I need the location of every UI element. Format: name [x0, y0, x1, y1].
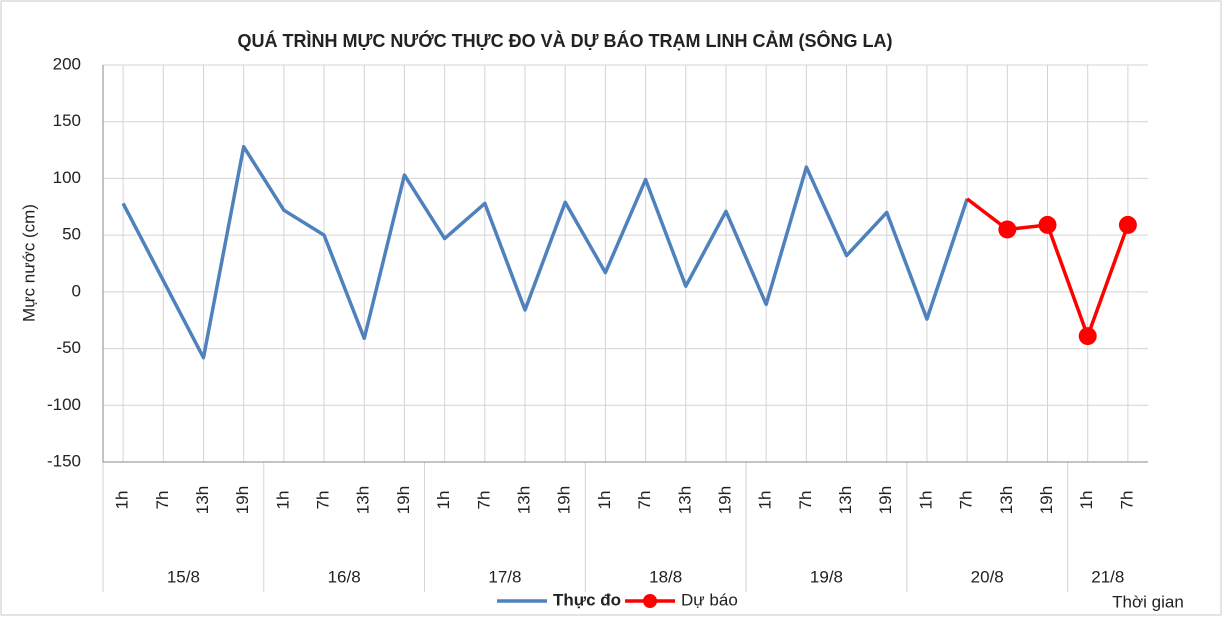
x-axis-label: Thời gian — [1112, 592, 1184, 611]
x-tick-label: 13h — [997, 486, 1016, 514]
x-tick-label: 19h — [876, 486, 895, 514]
legend-label: Dự báo — [681, 590, 738, 609]
y-tick-label: 100 — [53, 168, 81, 187]
x-tick-label: 7h — [957, 491, 976, 510]
x-group-label: 19/8 — [810, 567, 843, 586]
x-tick-label: 19h — [715, 486, 734, 514]
x-tick-label: 1h — [916, 491, 935, 510]
x-tick-label: 13h — [354, 486, 373, 514]
series-line — [121, 144, 969, 360]
x-tick-label: 19h — [394, 486, 413, 514]
y-tick-label: 200 — [53, 54, 81, 73]
x-tick-label: 7h — [153, 491, 172, 510]
x-tick-label: 13h — [193, 486, 212, 514]
x-group-label: 21/8 — [1091, 567, 1124, 586]
x-tick-label: 1h — [1077, 491, 1096, 510]
x-tick-label: 7h — [314, 491, 333, 510]
x-tick-label: 1h — [113, 491, 132, 510]
y-tick-label: -150 — [47, 451, 81, 470]
y-tick-label: 150 — [53, 111, 81, 130]
y-tick-label: -100 — [47, 395, 81, 414]
chart-title: QUÁ TRÌNH MỰC NƯỚC THỰC ĐO VÀ DỰ BÁO TRẠ… — [237, 30, 892, 51]
y-tick-label: 0 — [72, 281, 81, 300]
y-tick-label: -50 — [56, 338, 81, 357]
x-tick-label: 1h — [273, 491, 292, 510]
x-tick-label: 7h — [474, 491, 493, 510]
x-tick-label: 19h — [555, 486, 574, 514]
x-group-label: 16/8 — [328, 567, 361, 586]
x-tick-label: 1h — [756, 491, 775, 510]
x-group-label: 17/8 — [488, 567, 521, 586]
y-axis-label: Mực nước (cm) — [19, 204, 38, 322]
series-marker — [1118, 215, 1137, 234]
x-tick-label: 1h — [595, 491, 614, 510]
legend-label: Thực đo — [553, 590, 621, 609]
x-tick-label: 7h — [635, 491, 654, 510]
legend-marker — [643, 594, 658, 608]
x-tick-label: 1h — [434, 491, 453, 510]
series-marker — [998, 220, 1017, 239]
x-tick-label: 13h — [515, 486, 534, 514]
x-tick-label: 19h — [1037, 486, 1056, 514]
series-marker — [1038, 215, 1057, 234]
x-tick-label: 13h — [675, 486, 694, 514]
y-tick-label: 50 — [62, 225, 81, 244]
x-group-label: 15/8 — [167, 567, 200, 586]
x-tick-label: 13h — [836, 486, 855, 514]
x-tick-label: 7h — [1117, 491, 1136, 510]
x-group-label: 18/8 — [649, 567, 682, 586]
x-group-label: 20/8 — [971, 567, 1004, 586]
x-tick-label: 19h — [233, 486, 252, 514]
x-tick-label: 7h — [796, 491, 815, 510]
series-marker — [1078, 327, 1097, 346]
